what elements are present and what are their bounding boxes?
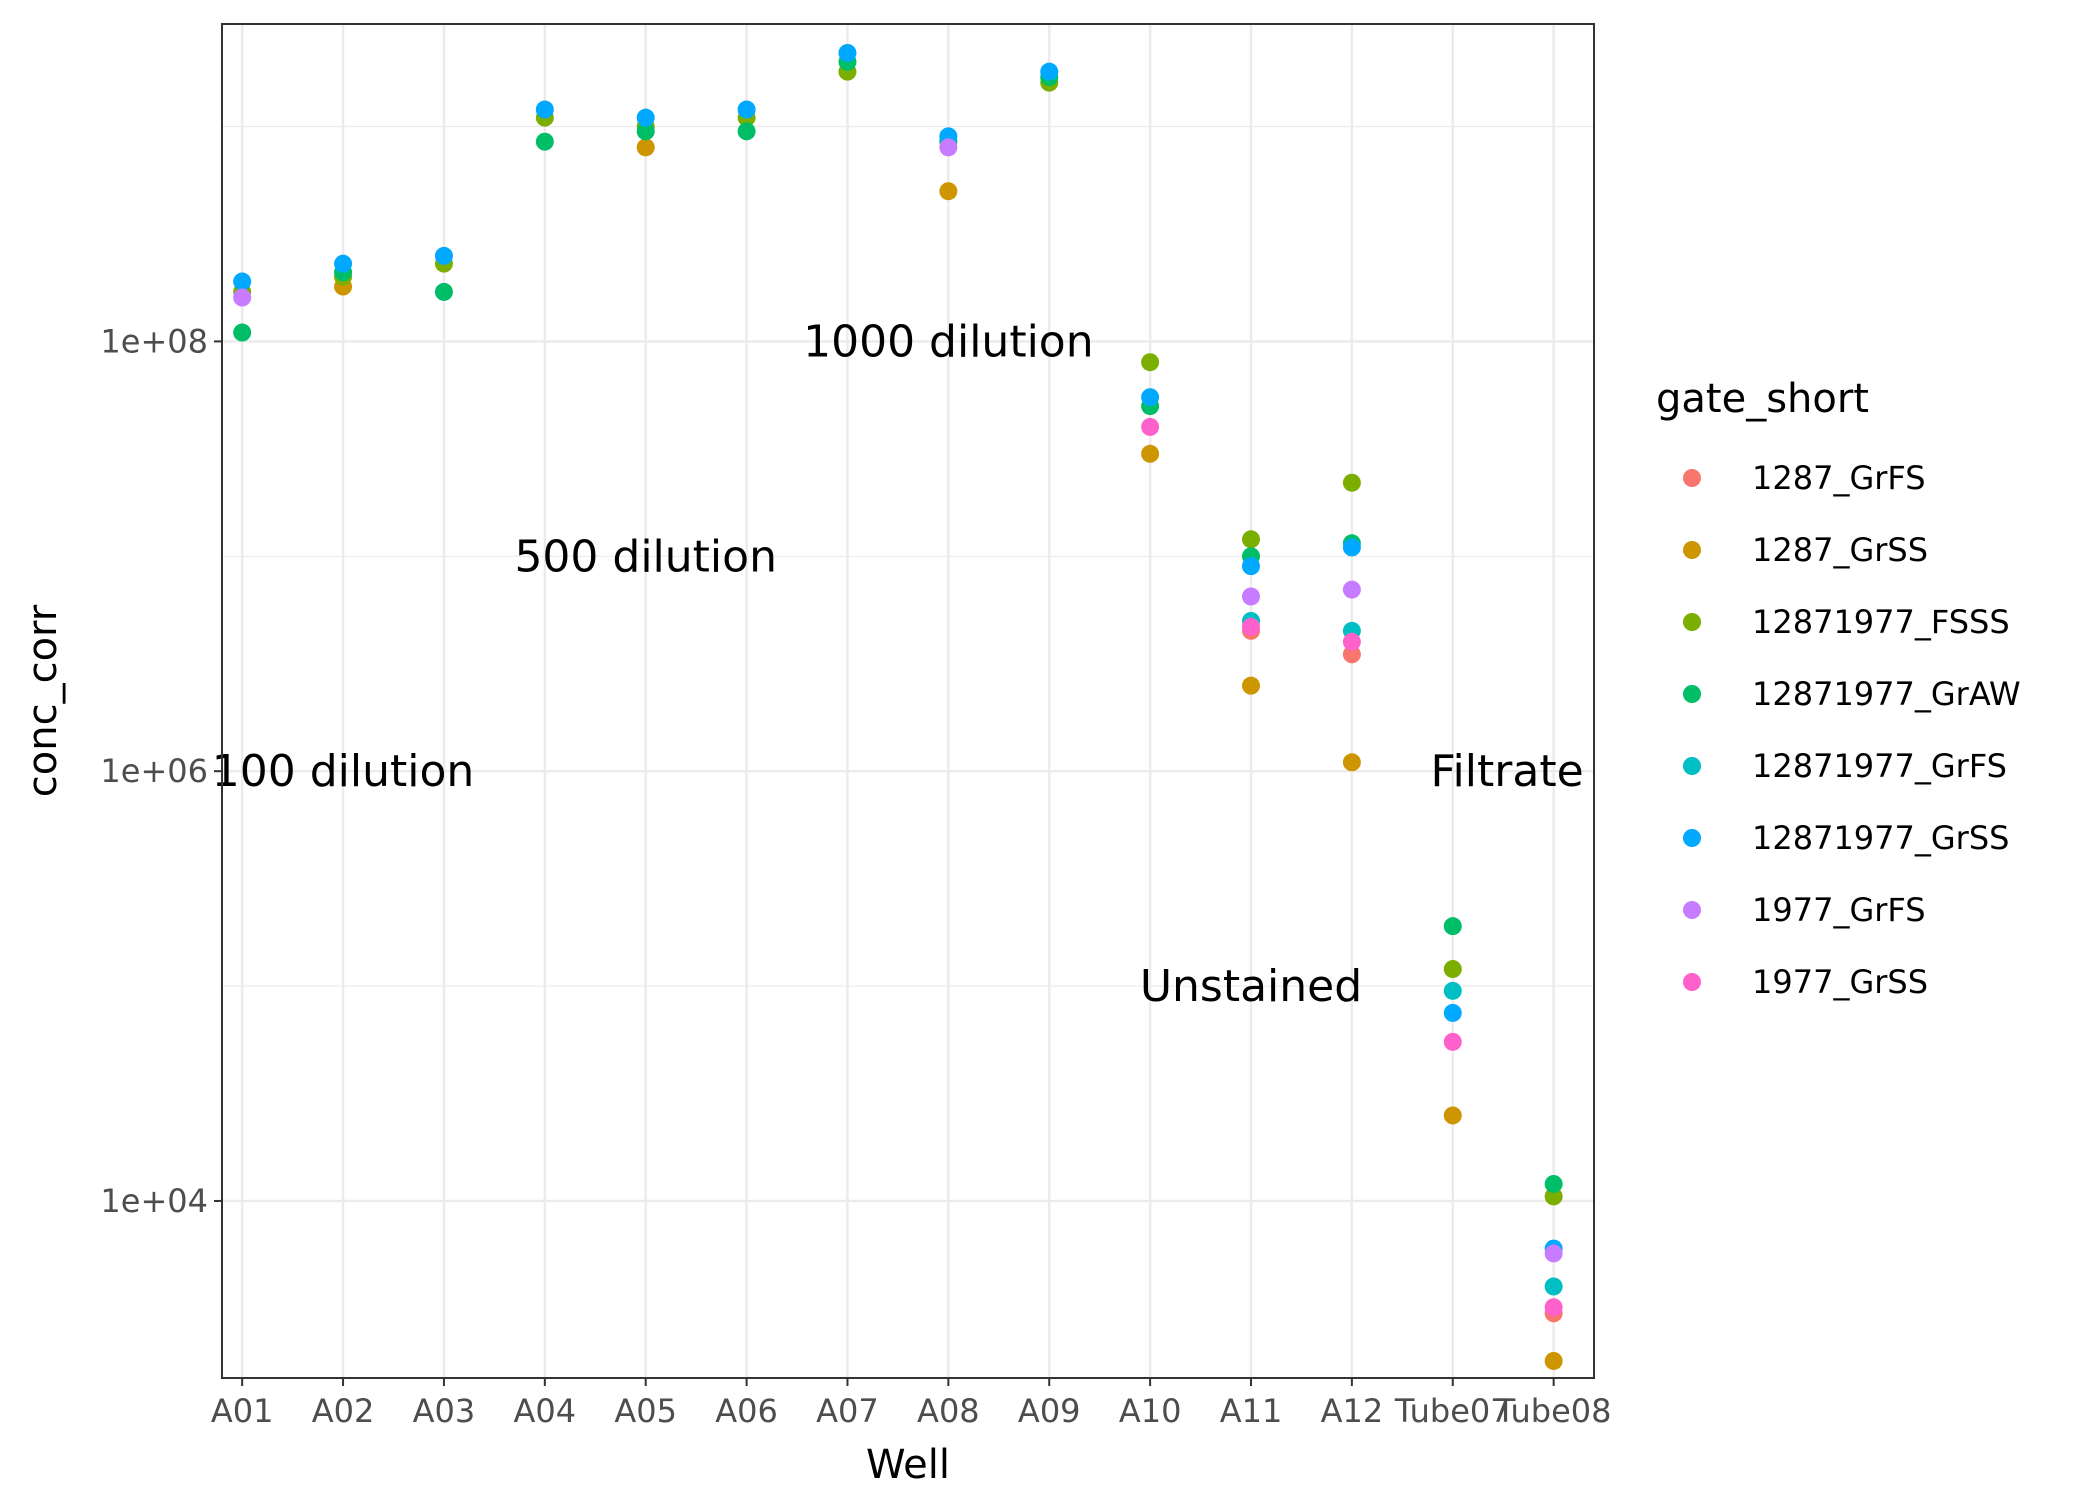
data-point	[1242, 557, 1260, 576]
legend-key	[1683, 469, 1701, 487]
data-point	[233, 323, 252, 342]
data-point	[1040, 62, 1059, 81]
chart-annotations: 100 dilution 500 dilution 1000 dilution Fil…	[212, 316, 1584, 1012]
data-point	[1443, 1003, 1462, 1022]
data-point	[233, 288, 252, 307]
x-tick-label: A06	[715, 1392, 778, 1430]
x-tick-label: A08	[917, 1392, 980, 1430]
chart-annotation: Unstained	[1140, 961, 1362, 1012]
x-tick-label: A01	[211, 1392, 274, 1430]
legend-key	[1683, 973, 1701, 991]
data-point	[1544, 1351, 1563, 1370]
data-point	[737, 100, 756, 119]
x-tick-label: A09	[1018, 1392, 1081, 1430]
data-point	[1342, 473, 1361, 492]
data-point	[1141, 353, 1160, 372]
y-axis: 1e+04 1e+06 1e+08	[100, 322, 222, 1220]
x-axis-title: Well	[866, 1442, 950, 1488]
x-tick-label: A02	[312, 1392, 375, 1430]
x-tick-label: A11	[1220, 1392, 1283, 1430]
data-point	[434, 246, 453, 265]
data-point	[939, 138, 958, 157]
data-point	[1242, 617, 1260, 636]
legend-label: 1977_GrSS	[1752, 963, 1928, 1001]
data-points	[233, 43, 1563, 1370]
data-point	[1141, 388, 1160, 407]
legend-key	[1683, 541, 1701, 559]
data-point	[1342, 645, 1361, 664]
x-tick-label: A10	[1119, 1392, 1182, 1430]
data-point	[838, 43, 857, 62]
legend-key	[1683, 685, 1701, 703]
chart-annotation: 500 dilution	[514, 531, 777, 582]
x-tick-label: A05	[614, 1392, 677, 1430]
data-point	[1544, 1298, 1563, 1317]
data-point	[1342, 538, 1361, 557]
data-point	[737, 122, 756, 141]
chart-annotation: 1000 dilution	[803, 316, 1094, 367]
data-point	[334, 254, 353, 273]
legend-label: 1287_GrFS	[1752, 459, 1926, 497]
x-tick-label: A07	[816, 1392, 879, 1430]
legend-label: 12871977_GrAW	[1752, 675, 2021, 713]
data-point	[1141, 417, 1160, 436]
data-point	[535, 100, 554, 119]
legend-label: 1977_GrFS	[1752, 891, 1926, 929]
legend-label: 12871977_FSSS	[1752, 603, 2010, 641]
x-tick-label: Tube07	[1394, 1392, 1511, 1430]
data-point	[1443, 960, 1462, 979]
data-point	[1443, 981, 1462, 1000]
plot-panel-border	[221, 23, 1595, 1379]
legend-title: gate_short	[1656, 376, 1869, 422]
major-gridlines	[222, 24, 1594, 1378]
data-point	[1141, 444, 1160, 463]
data-point	[233, 272, 252, 291]
legend-key	[1683, 829, 1701, 847]
legend-label: 12871977_GrSS	[1752, 819, 2009, 857]
data-point	[1544, 1187, 1563, 1206]
data-point	[1342, 753, 1361, 772]
data-point	[636, 138, 655, 157]
data-point	[636, 122, 655, 141]
chart-annotation: 100 dilution	[212, 746, 475, 797]
legend-label: 12871977_GrFS	[1752, 747, 2007, 785]
x-tick-label: A03	[413, 1392, 476, 1430]
data-point	[1242, 587, 1260, 606]
legend-label: 1287_GrSS	[1752, 531, 1928, 569]
data-point	[1443, 1032, 1462, 1051]
legend: gate_short 1287_GrFS 1287_GrSS 12871977_FS…	[1656, 376, 2021, 1001]
x-tick-label: A12	[1321, 1392, 1384, 1430]
minor-gridlines	[222, 125, 1594, 987]
data-point	[434, 282, 453, 301]
x-tick-label: A04	[514, 1392, 577, 1430]
y-axis-title: conc_corr	[20, 604, 66, 797]
legend-key	[1683, 901, 1701, 919]
y-tick-label: 1e+08	[100, 322, 208, 360]
chart-annotation: Filtrate	[1430, 746, 1583, 797]
data-point	[1544, 1277, 1563, 1296]
data-point	[1443, 1106, 1462, 1125]
data-point	[535, 132, 554, 151]
y-tick-label: 1e+04	[100, 1182, 208, 1220]
x-tick-label: Tube08	[1495, 1392, 1612, 1430]
data-point	[1544, 1174, 1563, 1193]
x-axis: A01 A02 A03 A04 A05 A06 A07 A08 A09 A10 A11 A12 Tube…	[211, 1378, 1612, 1430]
data-point	[1342, 580, 1361, 599]
data-point	[1242, 530, 1260, 549]
legend-key	[1683, 757, 1701, 775]
data-point	[939, 182, 958, 201]
data-point	[1544, 1244, 1563, 1263]
data-point	[1443, 917, 1462, 936]
data-point	[1242, 676, 1260, 695]
legend-key	[1683, 613, 1701, 631]
data-point	[636, 108, 655, 127]
data-point	[1342, 632, 1361, 651]
y-tick-label: 1e+06	[100, 752, 208, 790]
